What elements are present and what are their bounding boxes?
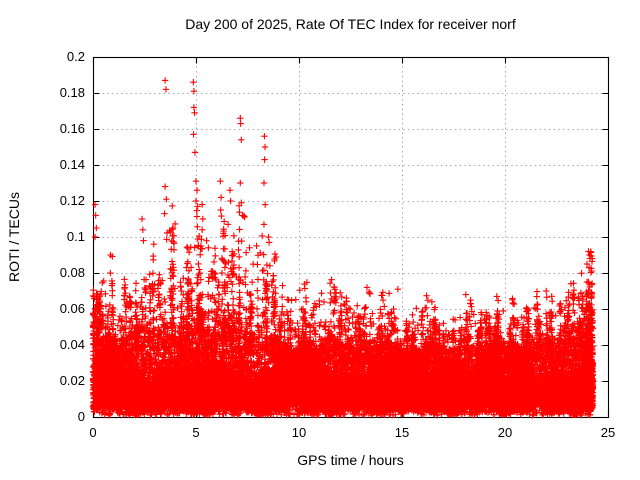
x-tick-label: 25 <box>600 425 616 440</box>
y-tick-label: 0.1 <box>66 229 85 244</box>
y-tick-label: 0.08 <box>59 265 85 280</box>
x-tick-label: 15 <box>394 425 410 440</box>
y-tick-label: 0.06 <box>59 301 85 316</box>
y-tick-label: 0.14 <box>59 157 85 172</box>
chart-title: Day 200 of 2025, Rate Of TEC Index for r… <box>185 16 516 32</box>
y-tick-label: 0.2 <box>66 49 85 64</box>
y-tick-label: 0.18 <box>59 85 85 100</box>
x-tick-label: 10 <box>291 425 307 440</box>
x-axis-label: GPS time / hours <box>297 452 404 468</box>
y-tick-label: 0.04 <box>59 337 85 352</box>
x-tick-label: 5 <box>192 425 200 440</box>
y-tick-label: 0 <box>77 409 85 424</box>
y-tick-label: 0.02 <box>59 373 85 388</box>
y-tick-label: 0.12 <box>59 193 85 208</box>
x-tick-label: 20 <box>497 425 513 440</box>
x-tick-label: 0 <box>89 425 97 440</box>
y-tick-label: 0.16 <box>59 121 85 136</box>
